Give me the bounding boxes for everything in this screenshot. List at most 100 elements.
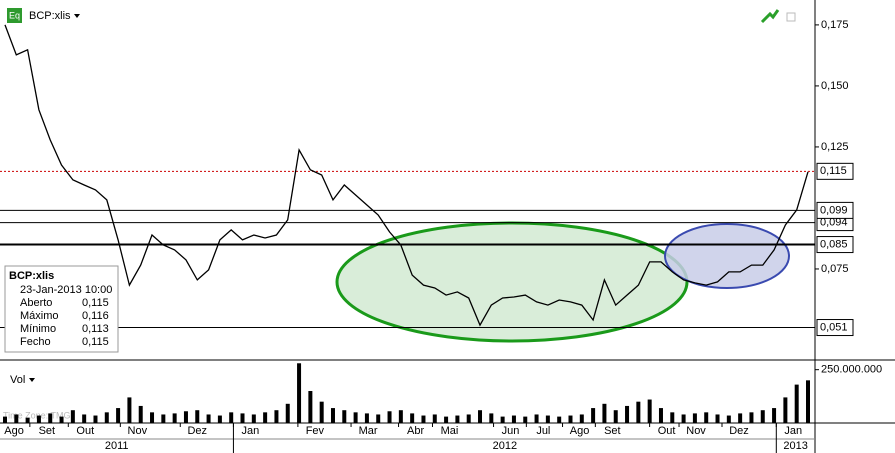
info-value: 0,115	[82, 297, 109, 309]
x-tick-label: Nov	[128, 425, 148, 437]
x-tick-label: Dez	[729, 425, 749, 437]
info-key: Aberto	[20, 297, 52, 309]
volume-bar	[376, 414, 381, 423]
volume-bar	[59, 416, 64, 423]
volume-bar	[342, 410, 347, 423]
volume-bar	[591, 408, 596, 423]
plot-layer	[0, 24, 815, 329]
y-tick-label: 0,175	[821, 19, 849, 31]
dropdown-arrow[interactable]	[74, 14, 80, 18]
volume-bar	[217, 415, 222, 423]
info-key: Máximo	[20, 310, 59, 322]
volume-bar	[285, 403, 290, 423]
volume-bar	[161, 414, 166, 423]
volume-bar	[387, 411, 392, 423]
level-label: 0,115	[820, 165, 847, 177]
volume-bar	[647, 399, 652, 423]
x-tick-label: Mai	[441, 425, 459, 437]
volume-bar	[93, 415, 98, 423]
year-label: 2011	[105, 440, 129, 452]
highlight-ellipse	[335, 221, 689, 343]
volume-bar	[421, 415, 426, 423]
volume-tick-label: 250.000.000	[821, 364, 882, 376]
volume-bar	[127, 397, 132, 423]
volume-bar	[195, 410, 200, 423]
highlight-ellipse	[664, 223, 790, 289]
level-label: 0,051	[820, 321, 848, 333]
volume-bar	[681, 414, 686, 423]
volume-bar	[150, 412, 155, 423]
volume-bar	[410, 413, 415, 423]
x-tick-label: Jan	[242, 425, 260, 437]
volume-bar	[636, 401, 641, 423]
volume-bar	[579, 414, 584, 423]
volume-bar	[602, 403, 607, 423]
volume-bar	[138, 405, 143, 423]
level-tag	[816, 236, 854, 254]
volume-bar	[330, 408, 335, 423]
x-tick-label: Out	[76, 425, 94, 437]
level-label: 0,099	[820, 204, 848, 216]
volume-bar	[455, 415, 460, 423]
x-tick-label: Jul	[536, 425, 550, 437]
volume-bar	[25, 417, 30, 423]
info-box	[4, 265, 119, 353]
volume-bar	[545, 415, 550, 423]
x-tick-label: Jan	[784, 425, 802, 437]
volume-bar	[738, 413, 743, 423]
window-icon[interactable]	[786, 12, 796, 22]
volume-bar	[82, 414, 87, 423]
x-tick-label: Nov	[686, 425, 706, 437]
info-key: Fecho	[20, 336, 51, 348]
dropdown-arrow[interactable]	[29, 378, 35, 382]
volume-bar	[229, 412, 234, 423]
info-value: 0,113	[82, 323, 109, 335]
volume-bar	[104, 412, 109, 423]
volume-bar	[772, 408, 777, 423]
volume-bar	[489, 413, 494, 423]
info-date: 23-Jan-2013 10:00	[20, 284, 112, 296]
volume-bar	[70, 410, 75, 423]
year-label: 2013	[783, 440, 807, 452]
volume-bar	[783, 397, 788, 423]
volume-bar	[206, 414, 211, 423]
x-tick-label: Jun	[502, 425, 520, 437]
level-label: 0,085	[820, 238, 848, 250]
volume-bar	[726, 415, 731, 423]
price-line	[4, 24, 809, 327]
volume-title[interactable]: Vol	[10, 374, 25, 386]
x-tick-label: Ago	[570, 425, 590, 437]
time-zone: Time Zone: TMG	[3, 410, 71, 420]
volume-bar	[432, 414, 437, 423]
x-tick-label: Set	[39, 425, 56, 437]
volume-bar	[183, 411, 188, 423]
volume-bar	[478, 410, 483, 423]
volume-bar	[3, 416, 7, 423]
y-tick-label: 0,150	[821, 80, 849, 92]
volume-bar	[466, 414, 471, 423]
symbol-title[interactable]: BCP:xlis	[29, 10, 71, 22]
volume-bar	[670, 412, 675, 423]
volume-bar	[511, 415, 516, 423]
volume-bar	[36, 415, 41, 423]
x-tick-label: Abr	[407, 425, 424, 437]
volume-bar	[251, 414, 256, 423]
volume-bar	[794, 384, 799, 423]
volume-bar	[297, 363, 302, 423]
year-label: 2012	[493, 440, 517, 452]
volume-bar	[48, 413, 53, 423]
x-tick-label: Mar	[359, 425, 378, 437]
trend-icon[interactable]	[760, 9, 780, 24]
volume-bar	[806, 380, 810, 423]
x-tick-label: Dez	[187, 425, 207, 437]
level-label: 0,094	[820, 216, 848, 228]
volume-bar	[240, 413, 245, 423]
volume-bar	[500, 416, 505, 423]
volume-bar	[364, 413, 369, 423]
volume-bar	[116, 408, 121, 423]
info-value: 0,116	[82, 310, 109, 322]
eq-icon[interactable]	[7, 8, 22, 23]
volume-bar	[444, 416, 449, 423]
volume-bar	[658, 408, 663, 423]
volume-bar	[568, 415, 573, 423]
